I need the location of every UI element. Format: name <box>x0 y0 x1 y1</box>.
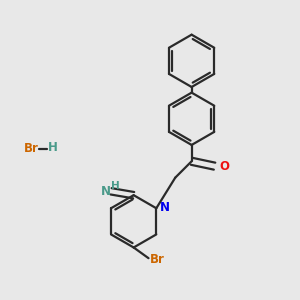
Text: Br: Br <box>150 253 165 266</box>
Text: N: N <box>160 201 170 214</box>
Text: Br: Br <box>24 142 39 155</box>
Text: H: H <box>48 141 58 154</box>
Text: O: O <box>219 160 229 173</box>
Text: H: H <box>111 181 120 191</box>
Text: N: N <box>100 184 110 197</box>
